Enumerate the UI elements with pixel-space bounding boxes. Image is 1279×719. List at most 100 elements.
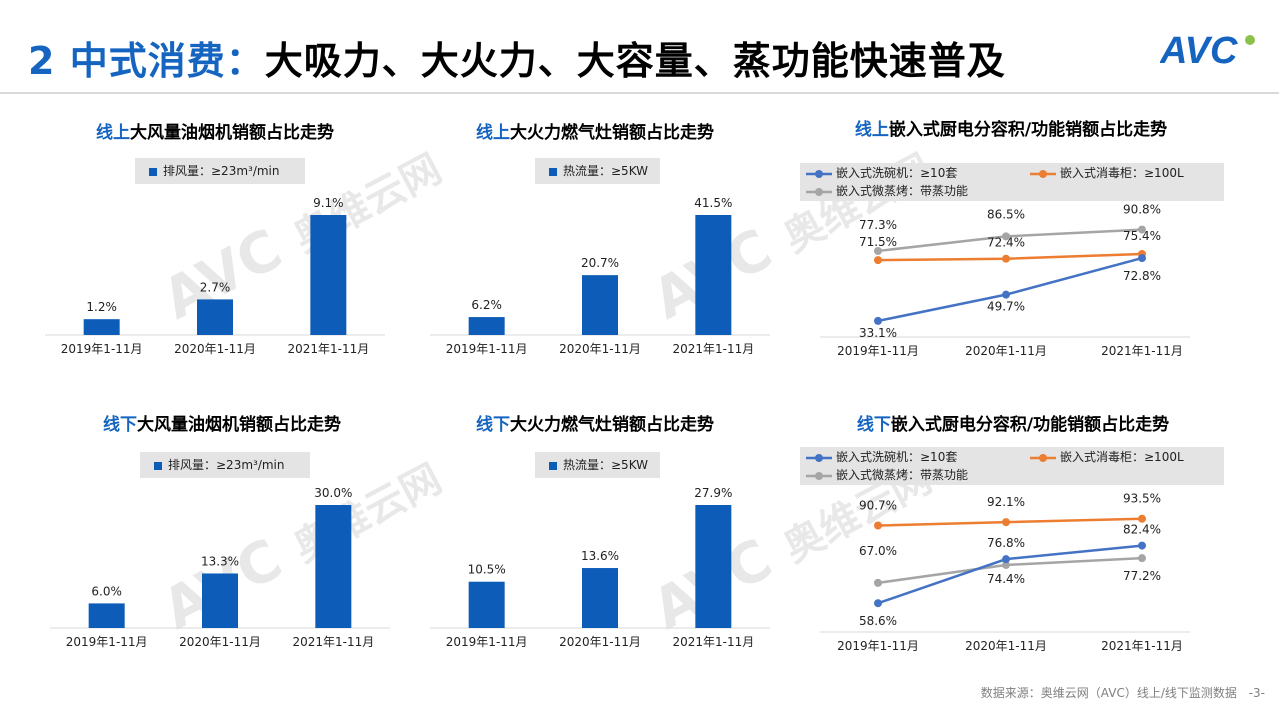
data-label: 6.0% <box>91 584 122 598</box>
chart-title-channel: 线下 <box>856 415 891 435</box>
data-label: 20.7% <box>581 256 619 270</box>
data-point <box>874 256 882 265</box>
data-label: 9.1% <box>313 196 344 210</box>
chart-title: 线上嵌入式厨电分容积/功能销额占比走势 <box>855 115 1167 140</box>
data-point <box>874 316 882 325</box>
line-chart-svg: 58.6% 76.8% 82.4% 90.7% 92.1% 93.5% 67.0% 74.4%… <box>820 492 1190 653</box>
legend-item: 嵌入式消毒柜：≥100L <box>1030 448 1184 465</box>
x-tick-label: 2021年1-11月 <box>1101 639 1183 653</box>
x-tick-label: 2020年1-11月 <box>559 342 641 356</box>
x-tick-label: 2019年1-11月 <box>61 342 143 356</box>
bar <box>582 568 618 628</box>
legend-marker <box>806 453 832 462</box>
bar-chart-svg: 6.0% 2019年1-11月 13.3% 2020年1-11月 30.0% 2021年1… <box>50 486 390 649</box>
avc-logo: AVC <box>1160 30 1255 70</box>
data-label: 1.2% <box>86 300 117 314</box>
data-label: 41.5% <box>694 196 732 210</box>
legend-label: 热流量：≥5KW <box>563 164 648 178</box>
legend: 热流量：≥5KW <box>535 452 660 478</box>
data-label: 93.5% <box>1123 492 1161 506</box>
x-tick-label: 2021年1-11月 <box>287 342 369 356</box>
data-point <box>1002 555 1010 564</box>
chart-title-text: 大风量油烟机销额占比走势 <box>137 415 341 435</box>
footer: 数据来源：奥维云网（AVC）线上/线下监测数据 -3- <box>981 684 1265 701</box>
data-point <box>1002 560 1010 569</box>
chart-title-text: 大火力燃气灶销额占比走势 <box>510 415 714 435</box>
data-source: 数据来源：奥维云网（AVC）线上/线下监测数据 <box>980 686 1237 700</box>
data-label: 6.2% <box>471 298 502 312</box>
bar <box>202 573 238 628</box>
chart-title-text: 嵌入式厨电分容积/功能销额占比走势 <box>888 120 1168 140</box>
data-point <box>874 246 882 255</box>
x-tick-label: 2020年1-11月 <box>174 342 256 356</box>
chart-title-text: 嵌入式厨电分容积/功能销额占比走势 <box>890 415 1170 435</box>
legend: 排风量：≥23m³/min <box>140 452 310 478</box>
bar <box>468 317 505 335</box>
x-tick-label: 2019年1-11月 <box>66 635 148 649</box>
legend-label: 嵌入式微蒸烤：带蒸功能 <box>836 468 969 482</box>
bar-chart-svg: 10.5% 2019年1-11月 13.6% 2020年1-11月 27.9% 2021年… <box>430 486 770 649</box>
legend-label: 排风量：≥23m³/min <box>163 164 280 178</box>
x-tick-label: 2019年1-11月 <box>446 635 528 649</box>
legend-label: 嵌入式消毒柜：≥100L <box>1060 450 1184 464</box>
data-point <box>1138 254 1146 263</box>
chart-title-channel: 线上 <box>476 123 510 143</box>
chart-title: 线上大风量油烟机销额占比走势 <box>96 118 334 143</box>
data-label: 30.0% <box>314 486 352 500</box>
page-number: -3- <box>1248 686 1265 700</box>
data-point <box>1002 290 1010 299</box>
title-highlight: 中式消费： <box>69 39 265 83</box>
legend-item: 嵌入式洗碗机：≥10套 <box>806 164 957 181</box>
legend-label: 排风量：≥23m³/min <box>168 458 285 472</box>
data-label: 13.3% <box>201 554 239 568</box>
legend-label: 嵌入式洗碗机：≥10套 <box>836 450 958 464</box>
header-divider <box>0 92 1279 94</box>
bar <box>197 299 233 335</box>
legend-marker <box>1030 169 1056 178</box>
legend-item: 嵌入式微蒸烤：带蒸功能 <box>806 182 968 199</box>
x-tick-label: 2021年1-11月 <box>672 635 754 649</box>
data-label: 2.7% <box>200 280 231 294</box>
data-point <box>1002 254 1010 263</box>
data-label: 72.8% <box>1123 269 1161 283</box>
data-point <box>874 578 882 587</box>
data-label: 74.4% <box>987 572 1025 586</box>
chart-title-text: 大风量油烟机销额占比走势 <box>130 123 334 143</box>
bar-chart-svg: 1.2% 2019年1-11月 2.7% 2020年1-11月 9.1% 2021年1-1… <box>45 196 385 356</box>
chart-title-text: 大火力燃气灶销额占比走势 <box>510 123 714 143</box>
data-point <box>1138 541 1146 550</box>
legend-label: 嵌入式消毒柜：≥100L <box>1060 166 1184 180</box>
legend-marker <box>806 187 832 196</box>
x-tick-label: 2021年1-11月 <box>1101 344 1183 358</box>
data-label: 72.4% <box>987 236 1025 250</box>
legend: 热流量：≥5KW <box>535 158 660 184</box>
logo-text: AVC <box>1160 30 1238 70</box>
x-tick-label: 2020年1-11月 <box>559 635 641 649</box>
bar <box>695 505 732 628</box>
title-text: 大吸力、大火力、大容量、蒸功能快速普及 <box>264 39 1006 83</box>
bar <box>310 215 347 335</box>
legend-item: 嵌入式微蒸烤：带蒸功能 <box>806 466 968 483</box>
legend-swatch <box>154 461 162 470</box>
data-label: 71.5% <box>859 235 897 249</box>
chart-title: 线下嵌入式厨电分容积/功能销额占比走势 <box>857 410 1169 435</box>
legend: 嵌入式洗碗机：≥10套 嵌入式消毒柜：≥100L 嵌入式微蒸烤：带蒸功能 <box>800 447 1224 485</box>
data-label: 77.3% <box>859 218 897 232</box>
section-number: 2 <box>28 39 56 83</box>
data-label: 82.4% <box>1123 523 1161 537</box>
x-tick-label: 2019年1-11月 <box>837 639 919 653</box>
x-tick-label: 2020年1-11月 <box>179 635 261 649</box>
chart-title: 线下大火力燃气灶销额占比走势 <box>476 410 714 435</box>
legend-label: 热流量：≥5KW <box>563 458 648 472</box>
chart-title: 线上大火力燃气灶销额占比走势 <box>476 118 714 143</box>
legend-item: 嵌入式消毒柜：≥100L <box>1030 164 1184 181</box>
legend-swatch <box>149 167 157 176</box>
data-label: 75.4% <box>1123 229 1161 243</box>
legend-item: 嵌入式洗碗机：≥10套 <box>806 448 957 465</box>
data-label: 77.2% <box>1123 569 1161 583</box>
x-tick-label: 2019年1-11月 <box>446 342 528 356</box>
data-point <box>874 521 882 530</box>
chart-title-channel: 线上 <box>854 120 889 140</box>
bar <box>468 581 505 628</box>
x-tick-label: 2021年1-11月 <box>292 635 374 649</box>
